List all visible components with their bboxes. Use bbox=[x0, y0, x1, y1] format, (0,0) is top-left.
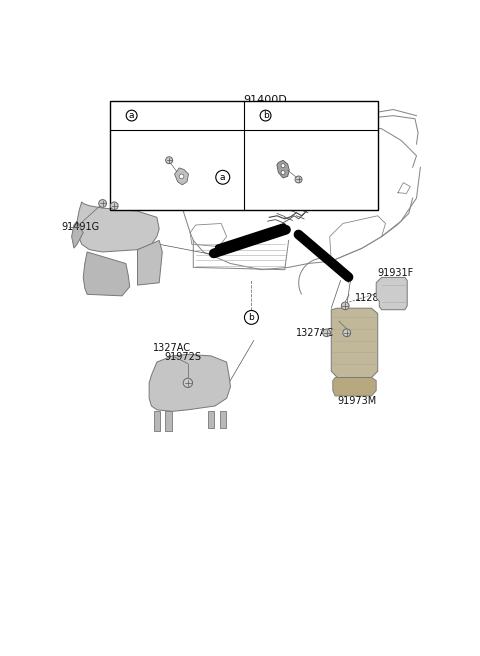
Text: 1128EA: 1128EA bbox=[355, 293, 392, 303]
Text: 1128EA: 1128EA bbox=[299, 136, 336, 147]
Polygon shape bbox=[175, 168, 189, 185]
Circle shape bbox=[343, 329, 350, 337]
Circle shape bbox=[110, 202, 118, 210]
Bar bbox=[110, 102, 378, 210]
Text: 91234A: 91234A bbox=[142, 189, 179, 199]
Polygon shape bbox=[333, 377, 376, 396]
Text: 91972S: 91972S bbox=[165, 352, 202, 363]
Polygon shape bbox=[77, 202, 159, 252]
Text: 1327AC: 1327AC bbox=[296, 328, 335, 338]
Text: 91973M: 91973M bbox=[337, 396, 377, 405]
Circle shape bbox=[341, 302, 349, 310]
Polygon shape bbox=[154, 411, 160, 430]
Polygon shape bbox=[376, 277, 407, 310]
Polygon shape bbox=[331, 308, 378, 377]
Polygon shape bbox=[72, 221, 83, 248]
Text: 91491G: 91491G bbox=[61, 222, 100, 232]
Polygon shape bbox=[220, 411, 226, 428]
Text: 1141AC: 1141AC bbox=[160, 136, 198, 147]
Text: a: a bbox=[129, 111, 134, 120]
Polygon shape bbox=[166, 411, 172, 430]
Circle shape bbox=[281, 164, 285, 167]
Text: 91400D: 91400D bbox=[243, 95, 287, 105]
Circle shape bbox=[295, 176, 302, 183]
Text: a: a bbox=[220, 173, 226, 182]
Text: 1327AC: 1327AC bbox=[153, 343, 191, 353]
Circle shape bbox=[179, 174, 184, 178]
Polygon shape bbox=[83, 252, 130, 296]
Circle shape bbox=[323, 329, 330, 337]
Text: 91931F: 91931F bbox=[378, 268, 414, 277]
Polygon shape bbox=[277, 160, 289, 178]
Circle shape bbox=[281, 171, 285, 174]
Text: b: b bbox=[263, 111, 268, 120]
Circle shape bbox=[166, 157, 173, 164]
Polygon shape bbox=[208, 411, 214, 428]
Polygon shape bbox=[149, 354, 230, 411]
Circle shape bbox=[99, 199, 107, 207]
Circle shape bbox=[183, 379, 192, 388]
Polygon shape bbox=[137, 240, 162, 285]
Text: b: b bbox=[249, 313, 254, 322]
